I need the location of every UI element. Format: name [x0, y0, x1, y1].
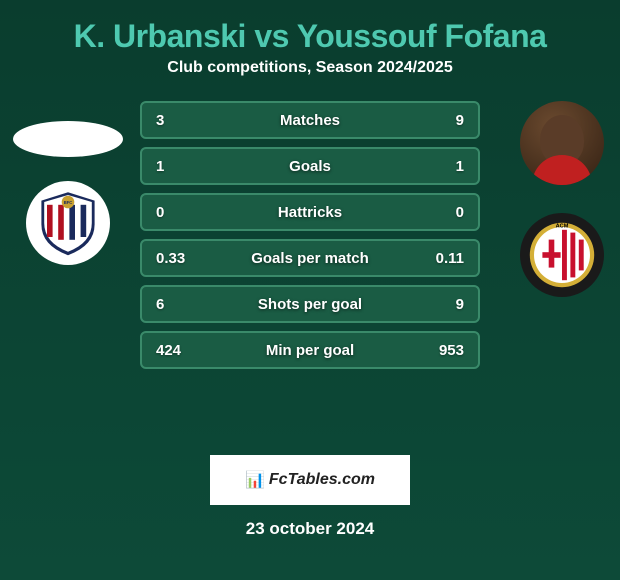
bologna-shield-icon: BFC: [33, 188, 103, 258]
stat-row-min-per-goal: 424 Min per goal 953: [140, 331, 480, 369]
vs-separator: vs: [254, 18, 289, 54]
stat-label: Shots per goal: [258, 296, 362, 313]
player2-name: Youssouf Fofana: [297, 18, 547, 54]
stat-right-value: 9: [424, 112, 464, 129]
stat-row-goals: 1 Goals 1: [140, 147, 480, 185]
stat-left-value: 1: [156, 158, 196, 175]
svg-text:ACM: ACM: [556, 224, 569, 230]
stat-label: Matches: [280, 112, 340, 129]
acmilan-shield-icon: ACM: [527, 220, 597, 290]
stat-row-goals-per-match: 0.33 Goals per match 0.11: [140, 239, 480, 277]
fctables-logo: 📊 FcTables.com: [210, 455, 410, 505]
player1-name: K. Urbanski: [74, 18, 246, 54]
stat-left-value: 424: [156, 342, 196, 359]
stat-row-hattricks: 0 Hattricks 0: [140, 193, 480, 231]
stat-right-value: 1: [424, 158, 464, 175]
player1-photo-placeholder: [13, 121, 123, 157]
stat-row-matches: 3 Matches 9: [140, 101, 480, 139]
stat-label: Min per goal: [266, 342, 354, 359]
chart-icon: 📊: [245, 470, 265, 490]
acmilan-club-logo: ACM: [520, 213, 604, 297]
stat-left-value: 6: [156, 296, 196, 313]
stat-label: Goals: [289, 158, 331, 175]
comparison-card: K. Urbanski vs Youssouf Fofana Club comp…: [0, 0, 620, 549]
stat-left-value: 0.33: [156, 250, 196, 267]
subtitle: Club competitions, Season 2024/2025: [0, 59, 620, 77]
player2-photo: [520, 101, 604, 185]
player2-face-icon: [540, 115, 584, 165]
snapshot-date: 23 october 2024: [0, 519, 620, 539]
right-column: ACM: [512, 101, 612, 297]
stat-right-value: 0.11: [424, 250, 464, 267]
left-column: BFC: [8, 101, 128, 265]
stat-row-shots-per-goal: 6 Shots per goal 9: [140, 285, 480, 323]
stat-label: Goals per match: [251, 250, 369, 267]
svg-text:BFC: BFC: [64, 200, 73, 205]
stat-right-value: 9: [424, 296, 464, 313]
stat-label: Hattricks: [278, 204, 342, 221]
site-name: FcTables.com: [269, 471, 375, 489]
stat-left-value: 0: [156, 204, 196, 221]
bologna-club-logo: BFC: [26, 181, 110, 265]
page-title: K. Urbanski vs Youssouf Fofana: [0, 18, 620, 55]
stat-left-value: 3: [156, 112, 196, 129]
content-area: BFC ACM: [0, 101, 620, 441]
stat-right-value: 953: [424, 342, 464, 359]
stats-column: 3 Matches 9 1 Goals 1 0 Hattricks 0 0.33…: [140, 101, 480, 369]
stat-right-value: 0: [424, 204, 464, 221]
